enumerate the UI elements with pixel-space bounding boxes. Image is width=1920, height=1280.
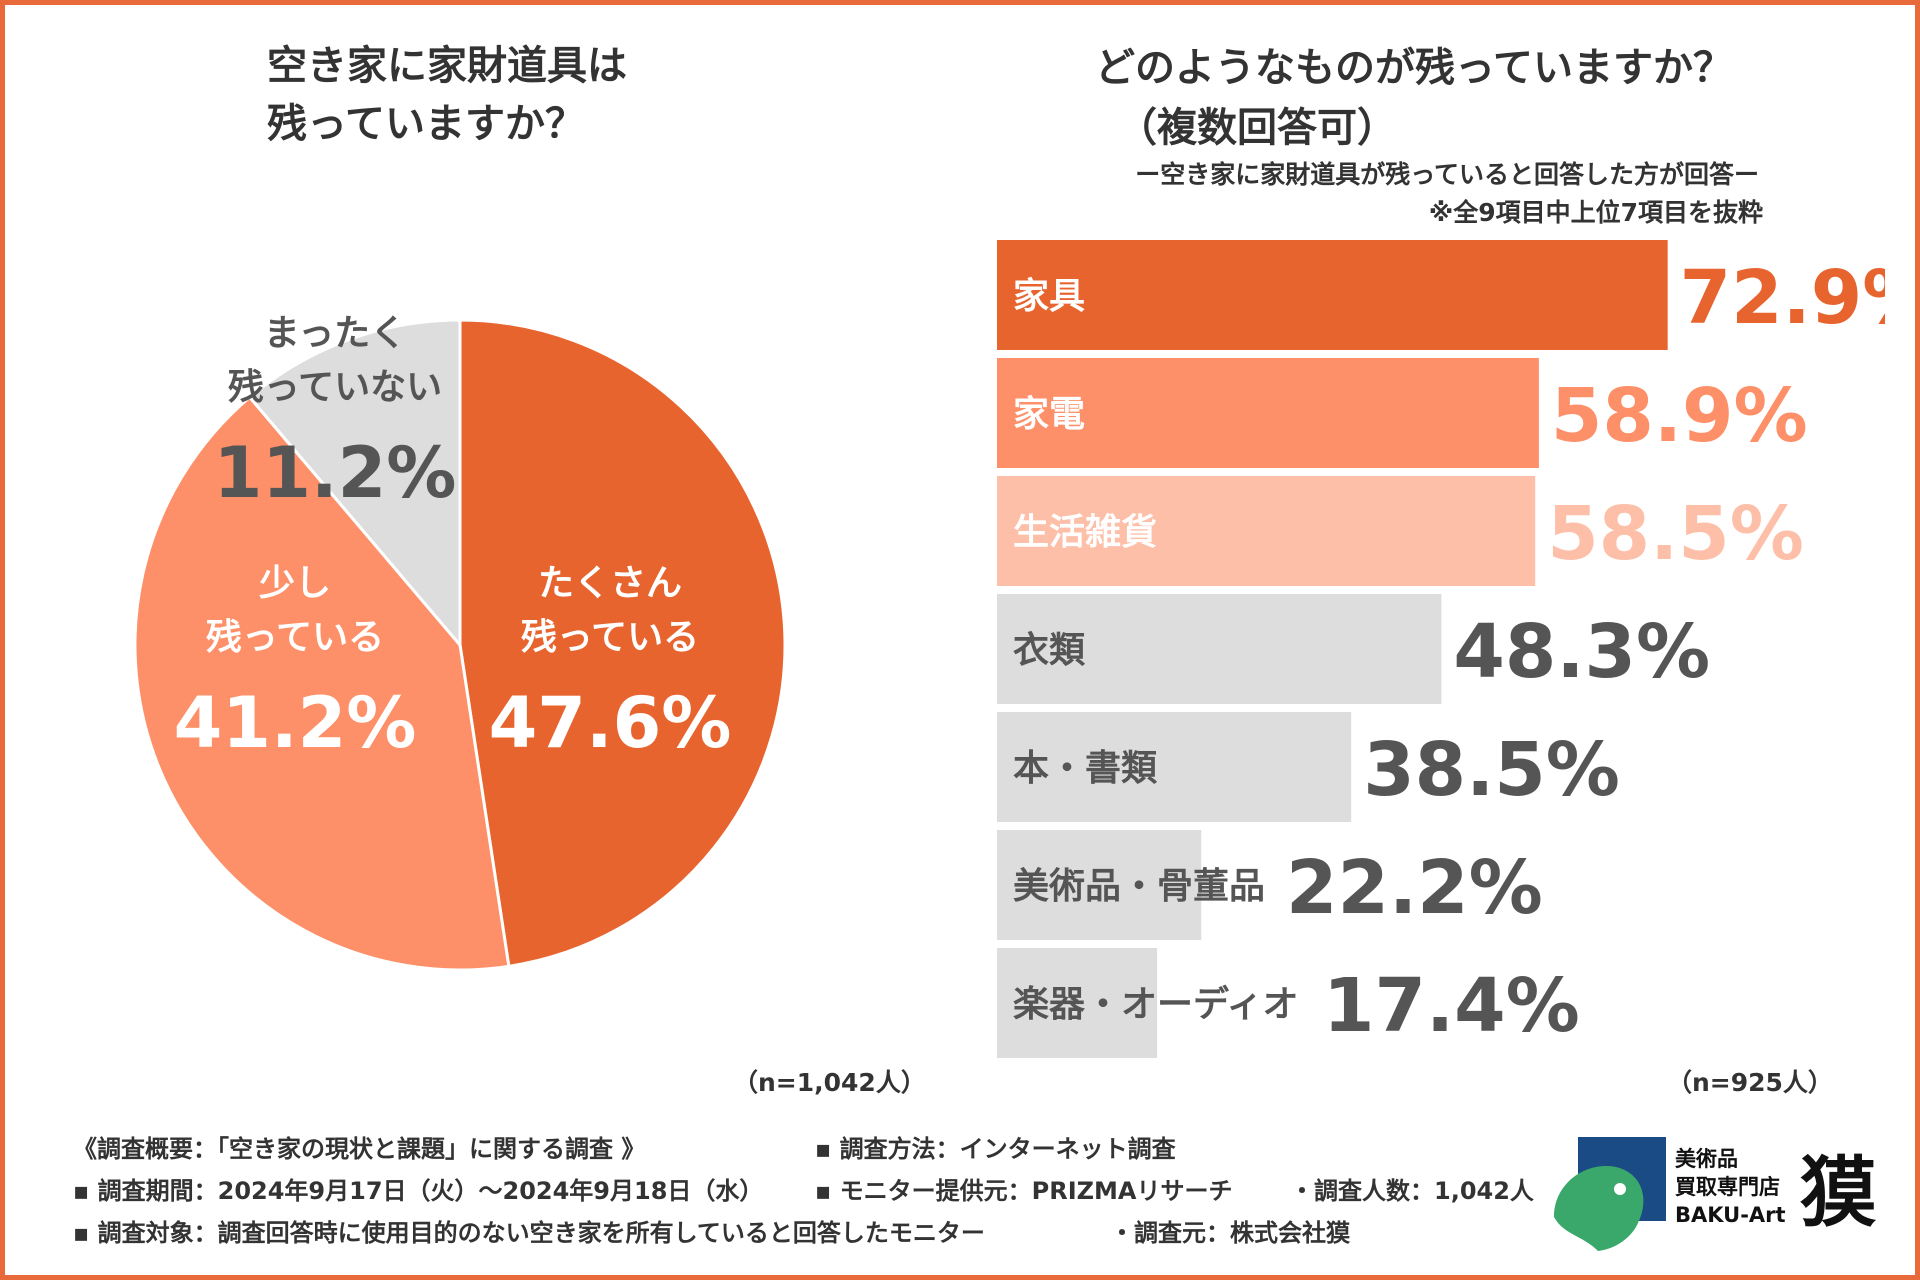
bar-title-line1: どのようなものが残っていますか？ [1095,45,1733,91]
pie-label-text: 少し [259,563,331,604]
footer-line2-left: ▪ 調査期間：2024年9月17日（火）～2024年9月18日（水） [73,1177,764,1205]
logo-text: 美術品 買取専門店 BAKU-Art [1675,1145,1786,1229]
bar-category-label: 衣類 [1013,630,1086,671]
pie-sample-note: （n=1,042人） [733,1068,926,1097]
bar [997,240,1668,350]
bar-value-label: 58.9% [1551,373,1808,459]
bar-chart: 家具 72.9% 家電 58.9% 生活雑貨 58.5% 衣類 48.3% 本・書類 38.5% 美… [997,240,1885,1058]
pie-value-label: 11.2% [214,432,457,514]
footer-line3-right: ・調査元：株式会社獏 [1110,1219,1350,1247]
bar-category-label: 家具 [1013,276,1085,317]
logo-kanji: 獏 [1800,1148,1876,1237]
bar-value-label: 72.9% [1680,255,1885,341]
bar-value-label: 38.5% [1363,727,1620,813]
bar [997,476,1536,586]
bar [997,594,1442,704]
baku-art-logo: 美術品 買取専門店 BAKU-Art 獏 [1550,1131,1895,1257]
bar-subtitle: ー空き家に家財道具が残っていると回答した方が回答ー [1135,160,1759,189]
footer-line1-right: ▪ 調査方法：インターネット調査 [815,1135,1176,1163]
bar-value-label: 48.3% [1453,609,1710,695]
bar-title-line2: （複数回答可） [1117,105,1397,151]
bar [997,358,1539,468]
pie-slice [133,395,511,972]
footer-line2-mid: ▪ モニター提供元：PRIZMAリサーチ [815,1177,1233,1205]
bar [997,712,1352,822]
bar [997,948,1158,1058]
pie-value-label: 41.2% [174,682,417,764]
bar-sample-note: （n=925人） [1667,1068,1833,1097]
logo-line1: 美術品 [1675,1147,1738,1171]
bar-category-label: 美術品・骨董品 [1013,866,1265,907]
bar-value-label: 58.5% [1547,491,1804,577]
logo-mark-icon [1554,1137,1666,1251]
pie-label-text: 残っている [206,617,384,658]
bar-value-label: 17.4% [1323,963,1580,1049]
pie-title-line2: 残っていますか？ [267,101,585,147]
bar [997,830,1202,940]
bar-category-label: 生活雑貨 [1013,512,1157,553]
footer-line1-left: 《調査概要：「空き家の現状と課題」に関する調査 》 [73,1135,646,1163]
bar-note: ※全9項目中上位7項目を抜粋 [1428,198,1763,227]
bar-value-label: 22.2% [1286,845,1543,931]
bar-category-label: 楽器・オーディオ [1013,983,1298,1025]
pie-slice [247,318,462,650]
pie-slice [458,318,787,969]
logo-line3: BAKU-Art [1675,1203,1786,1227]
pie-label-text: まったく [264,313,407,354]
pie-title-line1: 空き家に家財道具は [267,43,627,89]
bar-category-label: 本・書類 [1013,748,1158,789]
pie-value-label: 47.6% [489,682,732,764]
pie-label-text: 残っていない [228,367,442,408]
pie-title: 空き家に家財道具は 残っていますか？ [267,37,787,153]
logo-line2: 買取専門店 [1675,1175,1780,1199]
footer-line3-left: ▪ 調査対象：調査回答時に使用目的のない空き家を所有していると回答したモニター [73,1219,985,1247]
bar-category-label: 家電 [1013,394,1085,435]
footer-line2-right: ・調査人数：1,042人 [1290,1177,1534,1205]
pie-label-text: たくさん [538,563,682,604]
pie-label-text: 残っている [521,617,699,658]
